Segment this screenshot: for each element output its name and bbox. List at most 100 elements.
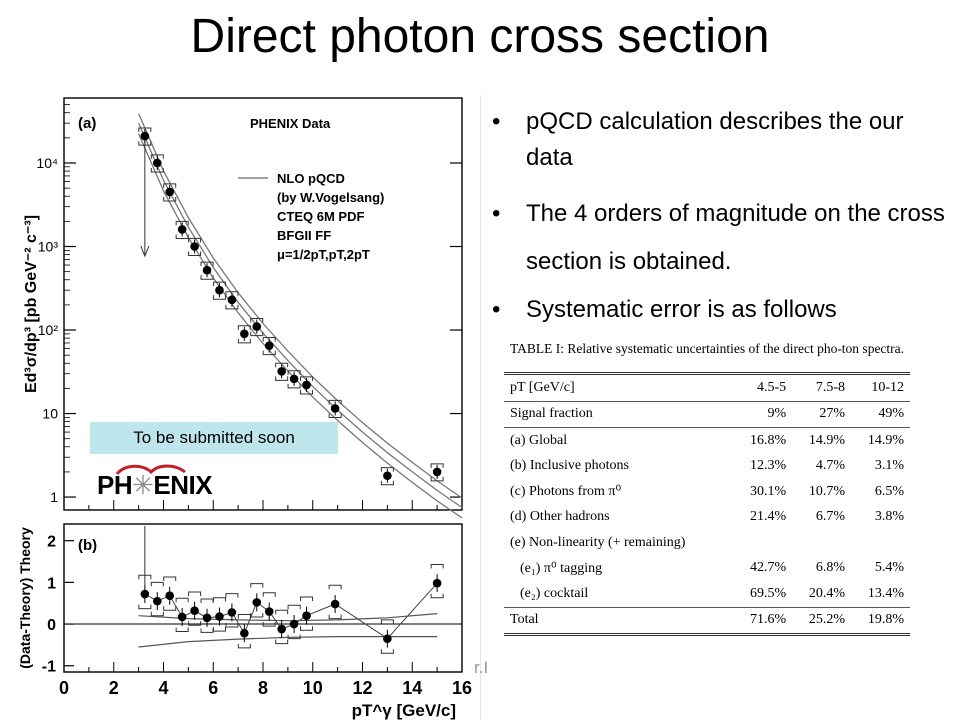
data-point [190,606,199,616]
table-cell: 4.7% [815,458,846,474]
table-cell: (e) Non-linearity (+ remaining) [510,534,686,550]
table-row: (b) Inclusive photons 12.3% 4.7% 3.1% [504,454,910,480]
sys-bracket-lower [200,275,214,280]
table-cell: 20.4% [808,585,846,601]
sys-bracket-upper [237,325,251,330]
table-cell: 3.8% [874,509,904,525]
systematics-table: TABLE I: Relative systematic uncertainti… [504,338,910,670]
table-cell: 6.8% [815,560,846,576]
sys-bracket-lower [175,234,189,239]
sys-bracket-lower [328,413,342,418]
table-cell: 21.4% [749,509,787,525]
sys-bracket-upper [262,592,276,597]
sys-bracket-lower [150,168,164,173]
x-tick-label: 6 [208,678,218,698]
sys-bracket-lower [138,604,152,610]
sys-bracket-upper [275,609,289,615]
sys-bracket-upper [150,581,164,587]
sys-bracket-upper [300,596,314,601]
table-row: (a) Global 16.8% 14.9% 14.9% [504,428,910,454]
sys-bracket-lower [430,593,444,599]
bullet-3: Systematic error is as follows [486,292,956,328]
data-point [165,591,175,601]
data-point [289,619,299,629]
data-point [383,471,392,481]
table-cell: 16.8% [749,432,787,448]
data-point [252,598,262,607]
sys-bracket-upper [200,598,214,604]
data-point [302,380,311,390]
sys-bracket-upper [328,584,342,590]
sys-bracket-lower [188,251,202,257]
table-cell: Total [504,606,734,633]
data-point [152,158,162,168]
panel-a-header: PHENIX Data [250,116,331,131]
table-cell: 10.7% [808,483,846,499]
sys-bracket-upper [287,604,301,610]
data-point [177,612,187,622]
data-point [215,612,224,621]
table-cell: 6.5% [874,483,904,499]
data-point [264,607,274,616]
data-point [383,634,392,643]
table-header: 7.5-8 [792,375,852,402]
table-cell: Signal fraction [504,401,734,428]
sys-bracket-lower [237,338,251,344]
table-cell: 71.6% [733,606,793,633]
x-tick-label: 4 [158,678,168,698]
legend-entry: CTEQ 6M PDF [277,209,364,224]
data-point [190,242,199,251]
data-point [302,611,311,621]
sys-bracket-lower [200,628,214,633]
y-tick-label: 2 [47,534,56,551]
bullet-2: The 4 orders of magnitude on the cross s… [486,190,956,286]
sys-bracket-upper [380,467,394,472]
data-point [165,187,175,197]
data-point [240,329,249,339]
nlo-upper-curve [138,113,463,499]
y-tick-label: 0 [47,617,56,634]
panel-b-ylabel: (Data-Theory) Theory [17,527,33,669]
sys-bracket-upper [150,154,164,159]
x-tick-label: 10 [303,678,323,698]
data-point [215,285,224,295]
table-cell: 5.4% [874,560,904,576]
data-point [152,596,162,606]
sys-bracket-lower [250,331,264,337]
sys-bracket-upper [380,619,394,624]
sys-bracket-upper [175,597,189,603]
sys-bracket-lower [188,621,202,626]
table-cell: 27% [792,401,852,428]
table-cell: 42.7% [749,560,787,576]
sys-bracket-lower [275,639,289,645]
data-point [432,578,442,588]
table-row: (d) Other hadrons 21.4% 6.7% 3.8% [504,505,910,531]
sys-bracket-upper [188,237,202,243]
data-point [252,322,262,331]
submission-badge: To be submitted soon [90,422,338,454]
sys-bracket-upper [225,291,239,296]
sys-bracket-lower [163,606,177,611]
table-cell [792,530,851,556]
phenix-logo-swoosh [115,464,186,476]
table-cell: (e₂) cocktail [520,585,589,601]
data-point [264,341,274,350]
x-tick-label: 16 [452,678,472,698]
sys-bracket-lower [287,634,301,640]
slide-title: Direct photon cross section [190,10,770,63]
data-point [240,628,249,638]
table-cell: (b) Inclusive photons [510,458,629,474]
x-tick-label: 8 [258,678,268,698]
table-cell: (d) Other hadrons [510,509,610,525]
table-cell: 49% [851,401,910,428]
footer-fragment: r.I [474,658,489,677]
cross-section-panel: 1 10 10² 10³ 10⁴ (a) PHENIX Data NLO pQCD (by W.… [23,97,463,519]
y-tick-label: 10² [38,322,59,338]
sys-bracket-lower [380,649,394,654]
x-tick-label: 0 [59,678,69,698]
table-cell: 9% [733,401,793,428]
sys-bracket-lower [262,622,276,627]
table-cell: 13.4% [867,585,904,601]
panel-b-frame [63,523,463,673]
